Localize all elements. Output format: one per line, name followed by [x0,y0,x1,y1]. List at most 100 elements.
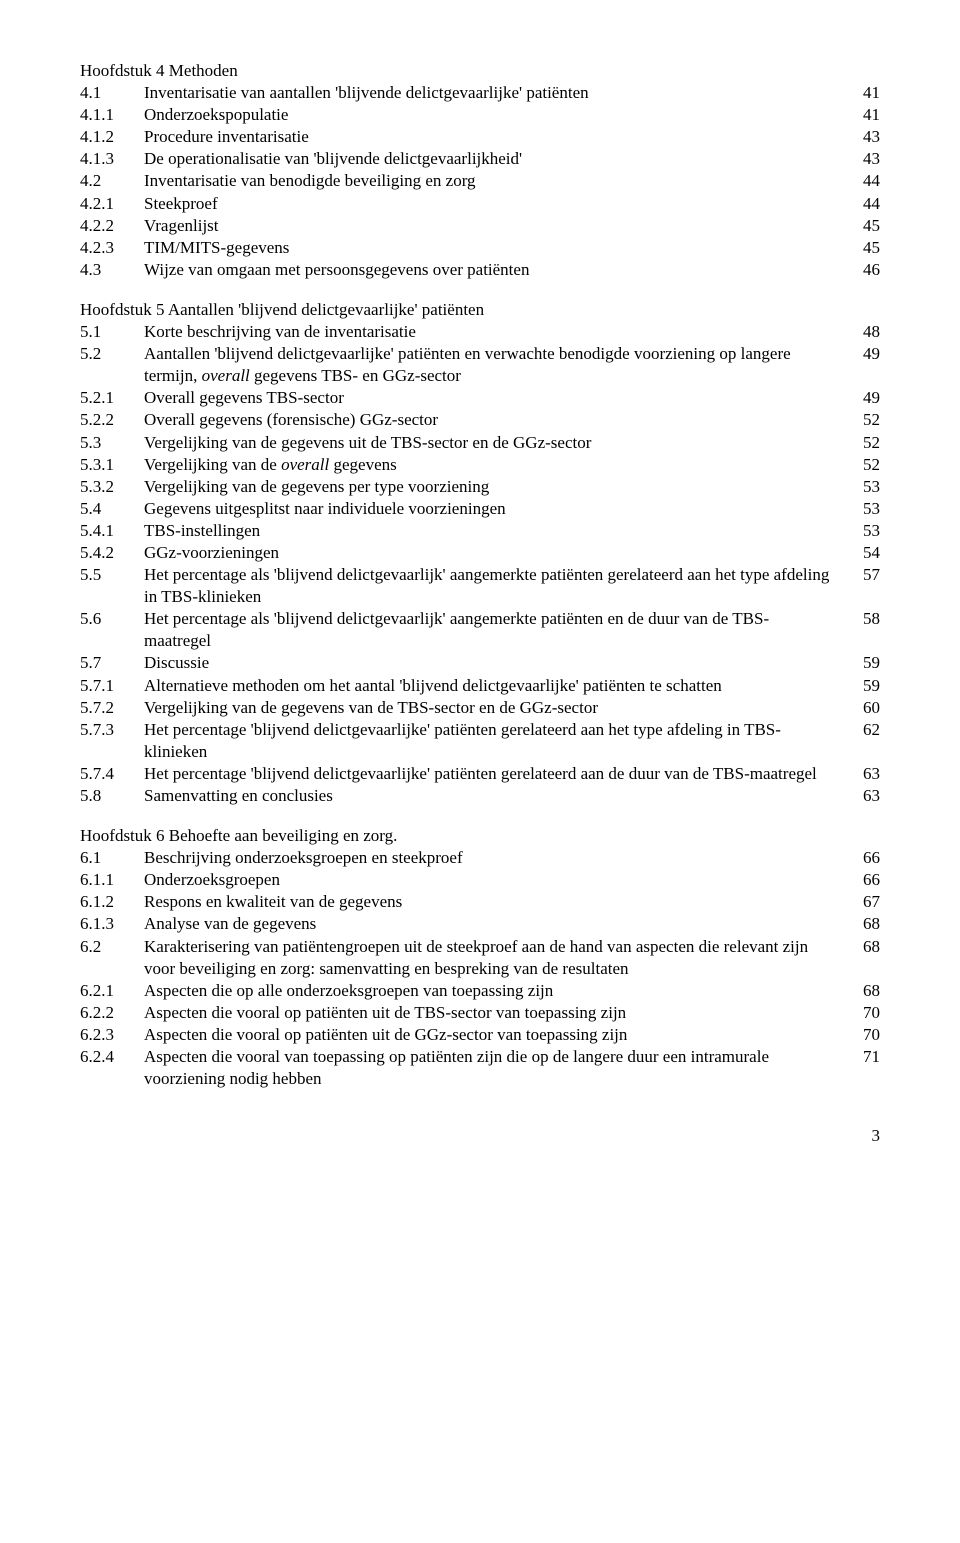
toc-text: TIM/MITS-gegevens [144,237,830,259]
toc-entry: 5.7.2 Vergelijking van de gegevens van d… [80,697,880,719]
toc-page: 59 [830,675,880,697]
toc-page: 53 [830,520,880,542]
toc-text: Vergelijking van de gegevens uit de TBS-… [144,432,830,454]
toc-number: 5.2.2 [80,409,144,431]
toc-page: 52 [830,454,880,476]
toc-text: Respons en kwaliteit van de gegevens [144,891,830,913]
toc-text: Vragenlijst [144,215,830,237]
toc-text-part: gegevens [329,455,397,474]
toc-page: 70 [830,1024,880,1046]
toc-number: 6.2 [80,936,144,958]
toc-entry: 5.4.2 GGz-voorzieningen 54 [80,542,880,564]
toc-number: 6.2.2 [80,1002,144,1024]
toc-entry: 5.4.1 TBS-instellingen 53 [80,520,880,542]
toc-page: 49 [830,343,880,365]
toc-page: 60 [830,697,880,719]
toc-text: Onderzoekspopulatie [144,104,830,126]
toc-number: 5.7.2 [80,697,144,719]
toc-number: 4.2.1 [80,193,144,215]
toc-entry: 4.1.2 Procedure inventarisatie 43 [80,126,880,148]
toc-page: 45 [830,215,880,237]
toc-entry: 4.2.2 Vragenlijst 45 [80,215,880,237]
toc-number: 6.2.1 [80,980,144,1002]
toc-text-italic: overall [202,366,250,385]
toc-text-italic: overall [281,455,329,474]
toc-text: Discussie [144,652,830,674]
toc-entry: 5.2.1 Overall gegevens TBS-sector 49 [80,387,880,409]
toc-page: 52 [830,432,880,454]
toc-number: 4.1 [80,82,144,104]
toc-page: 66 [830,869,880,891]
chapter-5-title: Hoofdstuk 5 Aantallen 'blijvend delictge… [80,299,880,321]
toc-number: 5.3.1 [80,454,144,476]
toc-entry: 5.7.3 Het percentage 'blijvend delictgev… [80,719,880,763]
toc-text: Procedure inventarisatie [144,126,830,148]
toc-entry: 6.1.2 Respons en kwaliteit van de gegeve… [80,891,880,913]
toc-page: 41 [830,104,880,126]
toc-page: 66 [830,847,880,869]
toc-text: GGz-voorzieningen [144,542,830,564]
toc-page: 62 [830,719,880,741]
toc-page: 59 [830,652,880,674]
toc-page: 49 [830,387,880,409]
toc-text: Het percentage als 'blijvend delictgevaa… [144,564,830,608]
toc-text: Korte beschrijving van de inventarisatie [144,321,830,343]
toc-entry: 6.1 Beschrijving onderzoeksgroepen en st… [80,847,880,869]
toc-entry: 5.4 Gegevens uitgesplitst naar individue… [80,498,880,520]
toc-text: Aspecten die op alle onderzoeksgroepen v… [144,980,830,1002]
toc-text: Overall gegevens (forensische) GGz-secto… [144,409,830,431]
toc-number: 4.2.3 [80,237,144,259]
toc-number: 4.2.2 [80,215,144,237]
toc-text: Het percentage 'blijvend delictgevaarlij… [144,719,830,763]
toc-number: 4.1.3 [80,148,144,170]
toc-text: TBS-instellingen [144,520,830,542]
toc-entry: 6.2.1 Aspecten die op alle onderzoeksgro… [80,980,880,1002]
toc-number: 5.4.2 [80,542,144,564]
toc-text: Vergelijking van de overall gegevens [144,454,830,476]
toc-page: 67 [830,891,880,913]
toc-page: 63 [830,763,880,785]
toc-text: Aspecten die vooral van toepassing op pa… [144,1046,830,1090]
toc-number: 6.1.1 [80,869,144,891]
toc-entry: 5.2.2 Overall gegevens (forensische) GGz… [80,409,880,431]
toc-entry: 5.1 Korte beschrijving van de inventaris… [80,321,880,343]
toc-number: 5.8 [80,785,144,807]
toc-entry: 6.2 Karakterisering van patiëntengroepen… [80,936,880,980]
toc-text: Aantallen 'blijvend delictgevaarlijke' p… [144,343,830,387]
toc-number: 6.2.3 [80,1024,144,1046]
toc-number: 4.1.1 [80,104,144,126]
toc-text: Steekproef [144,193,830,215]
toc-page: 46 [830,259,880,281]
toc-text: Samenvatting en conclusies [144,785,830,807]
toc-number: 6.1.3 [80,913,144,935]
toc-entry: 5.7.1 Alternatieve methoden om het aanta… [80,675,880,697]
toc-entry: 5.7.4 Het percentage 'blijvend delictgev… [80,763,880,785]
toc-number: 5.7.4 [80,763,144,785]
toc-page: 41 [830,82,880,104]
toc-entry: 4.3 Wijze van omgaan met persoonsgegeven… [80,259,880,281]
toc-page: 68 [830,913,880,935]
toc-entry: 5.3.1 Vergelijking van de overall gegeve… [80,454,880,476]
toc-text: Vergelijking van de gegevens van de TBS-… [144,697,830,719]
toc-entry: 4.2 Inventarisatie van benodigde beveili… [80,170,880,192]
toc-entry: 4.1.3 De operationalisatie van 'blijvend… [80,148,880,170]
toc-text: De operationalisatie van 'blijvende deli… [144,148,830,170]
toc-page: 48 [830,321,880,343]
toc-page: 70 [830,1002,880,1024]
toc-text: Aspecten die vooral op patiënten uit de … [144,1002,830,1024]
toc-text: Karakterisering van patiëntengroepen uit… [144,936,830,980]
toc-entry: 6.1.1 Onderzoeksgroepen 66 [80,869,880,891]
toc-entry: 6.2.4 Aspecten die vooral van toepassing… [80,1046,880,1090]
toc-text-part: Vergelijking van de [144,455,281,474]
toc-text: Het percentage als 'blijvend delictgevaa… [144,608,830,652]
toc-page: 44 [830,193,880,215]
toc-number: 5.6 [80,608,144,630]
toc-number: 5.5 [80,564,144,586]
toc-page: 44 [830,170,880,192]
toc-page: 71 [830,1046,880,1068]
toc-text: Gegevens uitgesplitst naar individuele v… [144,498,830,520]
toc-page: 68 [830,936,880,958]
toc-number: 5.3 [80,432,144,454]
toc-text: Overall gegevens TBS-sector [144,387,830,409]
toc-number: 5.2.1 [80,387,144,409]
